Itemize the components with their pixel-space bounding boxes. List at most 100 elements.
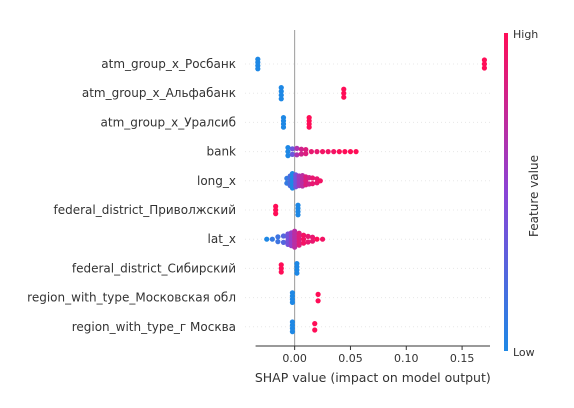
x-tick-label: 0.10	[394, 352, 419, 365]
shap-point	[308, 149, 314, 155]
x-tick-label: 0.00	[282, 352, 307, 365]
shap-point	[481, 65, 488, 71]
shap-point-cluster	[317, 178, 323, 184]
shap-point	[295, 212, 301, 218]
shap-point	[294, 152, 300, 158]
shap-point	[319, 149, 326, 155]
shap-point-cluster	[309, 175, 316, 187]
shap-point-cluster	[278, 262, 284, 275]
shap-point	[294, 270, 300, 276]
shap-point	[300, 236, 307, 242]
shap-point	[306, 124, 312, 130]
shap-point-cluster	[342, 149, 348, 155]
shap-point-cluster	[314, 149, 320, 155]
shap-point	[275, 234, 281, 240]
shap-point-cluster	[289, 319, 296, 335]
feature-label: region_with_type_г Москва	[72, 320, 236, 334]
shap-point	[289, 151, 296, 157]
shap-point-cluster	[306, 115, 312, 130]
shap-point	[325, 149, 331, 155]
shap-point	[269, 236, 275, 242]
shap-point	[296, 242, 302, 248]
shap-point-cluster	[319, 149, 326, 155]
shap-point	[353, 149, 359, 155]
shap-point	[319, 236, 326, 242]
shap-point	[309, 175, 316, 181]
shap-point	[305, 239, 311, 245]
feature-label: federal_district_Приволжский	[54, 203, 236, 217]
shap-point	[289, 146, 296, 152]
feature-labels: atm_group_x_Росбанк atm_group_x_Альфабанк…	[27, 57, 236, 334]
shap-point-cluster	[295, 202, 301, 218]
shap-point	[315, 291, 321, 297]
shap-point-cluster	[305, 233, 311, 245]
shap-point	[280, 124, 287, 130]
shap-point-cluster	[481, 57, 488, 71]
shap-point	[481, 61, 488, 67]
shap-point-cluster	[336, 149, 342, 155]
shap-point-cluster	[269, 236, 275, 242]
shap-point	[317, 178, 323, 184]
shap-point	[312, 321, 318, 327]
shap-point-cluster	[331, 149, 337, 155]
shap-point-cluster	[309, 234, 316, 244]
shap-point-cluster	[255, 56, 261, 72]
shap-point	[341, 94, 347, 100]
shap-point	[314, 149, 320, 155]
shap-point	[275, 239, 281, 245]
shap-point-cluster	[325, 149, 331, 155]
shap-point-cluster	[341, 86, 347, 100]
shap-point-cluster	[289, 290, 296, 305]
feature-label: long_x	[197, 174, 236, 188]
shap-point-cluster	[278, 85, 284, 102]
shap-point-cluster	[264, 236, 270, 242]
shap-point-cluster	[275, 234, 281, 245]
shap-point	[285, 153, 291, 159]
row-guides	[245, 63, 490, 328]
shap-point-cluster	[285, 145, 291, 159]
shap-point-cluster	[292, 228, 298, 250]
shap-point	[303, 147, 309, 153]
shap-point	[255, 66, 261, 72]
shap-point	[273, 207, 279, 213]
x-tick-label: 0.05	[338, 352, 363, 365]
x-axis-label: SHAP value (impact on model output)	[255, 370, 491, 385]
shap-point	[300, 240, 307, 246]
shap-point-cluster	[319, 236, 326, 242]
shap-point	[309, 234, 316, 240]
shap-point	[280, 233, 287, 239]
shap-point-cluster	[315, 291, 321, 304]
shap-point-cluster	[347, 149, 354, 155]
feature-label: region_with_type_Московская обл	[27, 291, 236, 305]
shap-point-cluster	[280, 233, 287, 245]
shap-point	[278, 85, 284, 91]
shap-point	[285, 145, 291, 151]
shap-point	[278, 92, 284, 98]
shap-point	[278, 262, 284, 268]
shap-point	[314, 236, 320, 242]
shap-point-cluster	[296, 230, 302, 248]
shap-point	[292, 244, 298, 250]
feature-label: atm_group_x_Росбанк	[101, 57, 236, 71]
shap-point-cluster	[353, 149, 359, 155]
shap-point	[303, 151, 309, 157]
shap-point	[303, 178, 309, 184]
feature-label: atm_group_x_Альфабанк	[82, 86, 236, 100]
colorbar	[504, 33, 508, 351]
shap-point	[278, 96, 284, 102]
shap-point	[289, 299, 296, 305]
points-layer	[255, 56, 488, 335]
shap-point	[273, 203, 279, 209]
feature-label: federal_district_Сибирский	[72, 261, 236, 275]
colorbar-title: Feature value	[527, 155, 541, 237]
shap-point-cluster	[294, 261, 300, 276]
shap-point	[341, 86, 347, 92]
feature-label: bank	[206, 145, 236, 159]
shap-point-cluster	[294, 145, 300, 158]
shap-point	[347, 149, 354, 155]
shap-point-cluster	[280, 115, 287, 130]
colorbar-low-label: Low	[513, 346, 535, 359]
shap-point	[278, 269, 284, 275]
shap-point	[481, 57, 488, 63]
